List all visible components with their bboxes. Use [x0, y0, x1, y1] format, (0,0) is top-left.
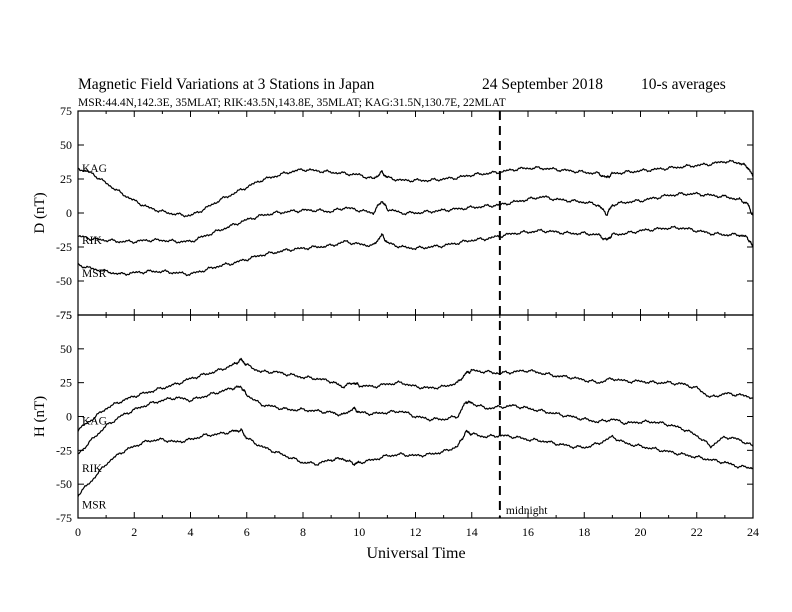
h-xtick-label: 6: [244, 525, 250, 539]
h-xtick-label: 18: [578, 525, 590, 539]
h-xtick-label: 12: [410, 525, 422, 539]
h-xtick-label: 0: [75, 525, 81, 539]
d-ytick-label: 50: [60, 138, 72, 152]
h-series-label-msr: MSR: [82, 499, 107, 511]
h-series-msr: [77, 428, 754, 497]
h-xtick-label: 10: [353, 525, 365, 539]
h-series-label-rik: RIK: [82, 463, 103, 475]
d-ytick-label: -25: [56, 240, 72, 254]
h-ytick-label: 75: [60, 308, 72, 322]
chart-averages: 10-s averages: [641, 76, 726, 93]
h-ytick-label: -25: [56, 443, 72, 457]
d-y-axis-label: D (nT): [32, 192, 48, 233]
h-ytick-label: -75: [56, 511, 72, 525]
h-xtick-label: 2: [131, 525, 137, 539]
d-ytick-label: 0: [66, 206, 72, 220]
h-xtick-label: 4: [188, 525, 194, 539]
h-xtick-label: 22: [691, 525, 703, 539]
d-ytick-label: -50: [56, 274, 72, 288]
h-y-axis-label: H (nT): [32, 396, 48, 437]
chart-title: Magnetic Field Variations at 3 Stations …: [78, 76, 375, 93]
d-ytick-label: 25: [60, 172, 72, 186]
h-ytick-label: -50: [56, 477, 72, 491]
chart-year: 2018: [572, 76, 603, 93]
h-xtick-label: 14: [466, 525, 478, 539]
h-ytick-label: 50: [60, 342, 72, 356]
d-series-label-msr: MSR: [82, 268, 107, 280]
d-series-label-kag: KAG: [82, 163, 107, 175]
d-series-kag: [77, 159, 754, 218]
d-series-msr: [77, 225, 754, 277]
chart-date: 24 September: [482, 76, 568, 93]
d-series-rik: [77, 191, 754, 244]
h-xtick-label: 8: [300, 525, 306, 539]
chart-subtitle: MSR:44.4N,142.3E, 35MLAT; RIK:43.5N,143.…: [78, 97, 506, 109]
h-xtick-label: 24: [747, 525, 759, 539]
h-series-kag: [77, 357, 754, 432]
h-panel-frame: [77, 314, 754, 519]
h-xtick-label: 16: [522, 525, 534, 539]
h-ytick-label: 0: [66, 410, 72, 424]
d-ytick-label: -75: [56, 308, 72, 322]
h-xtick-label: 20: [635, 525, 647, 539]
d-panel: -75 -50 -25 0 25 50 75 D (nT) KAG RIK MSR: [32, 104, 754, 322]
d-ytick-label: 75: [60, 104, 72, 118]
h-series-rik: [78, 385, 754, 455]
h-ytick-label: 25: [60, 376, 72, 390]
h-series-label-kag: KAG: [82, 416, 107, 428]
x-axis-label: Universal Time: [366, 545, 465, 562]
d-series-label-rik: RIK: [82, 235, 103, 247]
midnight-label: midnight: [506, 505, 548, 517]
